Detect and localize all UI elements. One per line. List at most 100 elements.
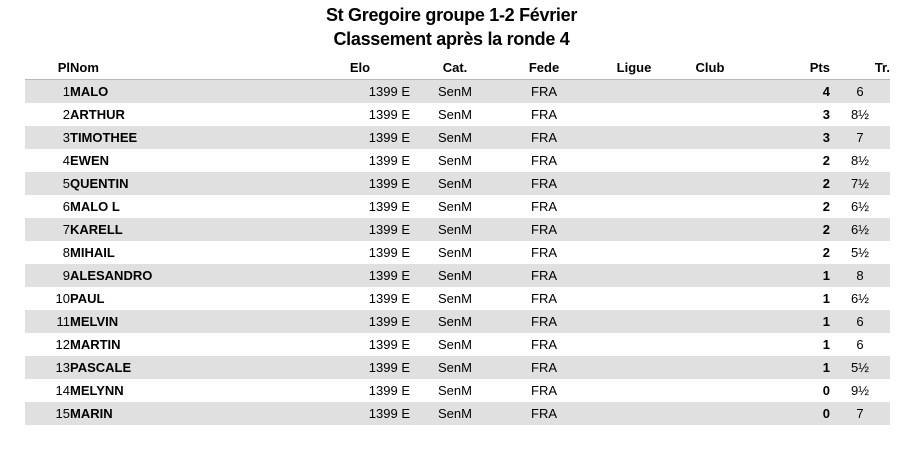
cell-ligue xyxy=(588,264,680,287)
cell-tr: 6½ xyxy=(830,218,890,241)
cell-nom: EWEN xyxy=(70,153,109,168)
cell-fede: FRA xyxy=(500,126,588,149)
cell-nom: PASCALE xyxy=(70,356,310,379)
cell-nom: KARELL xyxy=(70,218,310,241)
cell-cat: SenM xyxy=(410,264,500,287)
cell-fede: FRA xyxy=(531,153,557,168)
cell-elo: 1399 E xyxy=(310,172,410,195)
cell-fede: FRA xyxy=(531,107,557,122)
tournament-title: St Gregoire groupe 1-2 Février xyxy=(325,4,578,26)
column-header-tr: Tr. xyxy=(830,56,890,80)
table-row: 12 MARTIN 1399 E SenM FRA 1 6 xyxy=(25,333,890,356)
table-row: 13 PASCALE 1399 E SenM FRA 1 5½ xyxy=(25,356,890,379)
cell-tr: 8½ xyxy=(850,107,870,122)
table-row: 7 KARELL 1399 E SenM FRA 2 6½ xyxy=(25,218,890,241)
cell-elo: 1399 E xyxy=(368,107,410,122)
cell-ligue xyxy=(588,79,680,103)
cell-fede: FRA xyxy=(500,402,588,425)
cell-elo: 1399 E xyxy=(310,356,410,379)
cell-pts: 0 xyxy=(822,383,830,398)
cell-elo: 1399 E xyxy=(368,245,410,260)
cell-pl: 7 xyxy=(25,218,70,241)
cell-elo: 1399 E xyxy=(310,126,410,149)
cell-pl: 12 xyxy=(55,337,70,352)
cell-tr: 5½ xyxy=(850,245,870,260)
cell-fede: FRA xyxy=(531,291,557,306)
cell-fede: FRA xyxy=(531,383,557,398)
cell-fede: FRA xyxy=(500,218,588,241)
cell-nom: TIMOTHEE xyxy=(70,126,310,149)
table-row: 5 QUENTIN 1399 E SenM FRA 2 7½ xyxy=(25,172,890,195)
cell-ligue xyxy=(588,126,680,149)
cell-cat: SenM xyxy=(438,245,472,260)
cell-pts: 1 xyxy=(740,356,830,379)
cell-tr: 7½ xyxy=(830,172,890,195)
cell-cat: SenM xyxy=(410,126,500,149)
cell-nom: QUENTIN xyxy=(70,172,310,195)
column-header-cat: Cat. xyxy=(410,56,500,80)
column-header-pts: Pts xyxy=(740,56,830,80)
cell-pts: 0 xyxy=(740,402,830,425)
cell-fede: FRA xyxy=(500,79,588,103)
cell-cat: SenM xyxy=(438,337,472,352)
page-title: St Gregoire groupe 1-2 Février Classemen… xyxy=(0,3,903,51)
standings-table-body: 1 MALO 1399 E SenM FRA 4 6 2 ARTHUR 1399 E SenM FRA… xyxy=(25,79,890,425)
cell-tr: 9½ xyxy=(850,383,870,398)
cell-pl: 11 xyxy=(25,310,70,333)
cell-pts: 2 xyxy=(740,218,830,241)
cell-cat: SenM xyxy=(438,383,472,398)
table-row: 2 ARTHUR 1399 E SenM FRA 3 8½ xyxy=(25,103,890,126)
cell-elo: 1399 E xyxy=(310,402,410,425)
cell-pts: 2 xyxy=(740,172,830,195)
cell-cat: SenM xyxy=(410,79,500,103)
cell-pts: 3 xyxy=(740,126,830,149)
cell-nom: MELVIN xyxy=(70,310,310,333)
cell-pl: 8 xyxy=(62,245,70,260)
cell-tr: 7 xyxy=(830,126,890,149)
cell-fede: FRA xyxy=(500,356,588,379)
cell-cat: SenM xyxy=(410,402,500,425)
table-row: 8 MIHAIL 1399 E SenM FRA 2 5½ xyxy=(25,241,890,264)
cell-elo: 1399 E xyxy=(368,337,410,352)
cell-cat: SenM xyxy=(410,172,500,195)
column-header-pl: Pl xyxy=(25,56,70,80)
standings-table: Pl Nom Elo Cat. Fede Ligue Club Pts Tr. 1 MALO 139… xyxy=(25,56,890,425)
cell-club xyxy=(680,79,740,103)
cell-nom: MELYNN xyxy=(70,383,124,398)
table-row: 3 TIMOTHEE 1399 E SenM FRA 3 7 xyxy=(25,126,890,149)
cell-pts: 1 xyxy=(822,337,830,352)
cell-pl: 15 xyxy=(25,402,70,425)
cell-pl: 4 xyxy=(62,153,70,168)
cell-nom: MARTIN xyxy=(70,337,121,352)
cell-ligue xyxy=(588,149,680,172)
header-row: Pl Nom Elo Cat. Fede Ligue Club Pts Tr. xyxy=(25,56,890,80)
cell-tr: 6 xyxy=(856,337,864,352)
cell-club xyxy=(680,402,740,425)
table-row: 14 MELYNN 1399 E SenM FRA 0 9½ xyxy=(25,379,890,402)
cell-club xyxy=(680,126,740,149)
cell-pts: 1 xyxy=(822,291,830,306)
table-row: 1 MALO 1399 E SenM FRA 4 6 xyxy=(25,79,890,103)
cell-pts: 1 xyxy=(740,264,830,287)
cell-tr: 6 xyxy=(830,79,890,103)
cell-pts: 1 xyxy=(740,310,830,333)
cell-nom: PAUL xyxy=(70,291,105,306)
cell-ligue xyxy=(588,333,680,356)
cell-nom: MALO L xyxy=(70,199,120,214)
cell-club xyxy=(680,379,740,402)
cell-elo: 1399 E xyxy=(310,218,410,241)
column-header-fede: Fede xyxy=(500,56,588,80)
cell-elo: 1399 E xyxy=(368,383,410,398)
cell-club xyxy=(680,333,740,356)
cell-pl: 5 xyxy=(25,172,70,195)
cell-elo: 1399 E xyxy=(368,199,410,214)
cell-cat: SenM xyxy=(438,199,472,214)
cell-nom: ALESANDRO xyxy=(70,264,310,287)
cell-pl: 6 xyxy=(62,199,70,214)
cell-club xyxy=(680,287,740,310)
cell-pts: 4 xyxy=(740,79,830,103)
cell-fede: FRA xyxy=(531,199,557,214)
column-header-ligue: Ligue xyxy=(588,56,680,80)
cell-pl: 10 xyxy=(55,291,70,306)
cell-tr: 8½ xyxy=(850,153,870,168)
